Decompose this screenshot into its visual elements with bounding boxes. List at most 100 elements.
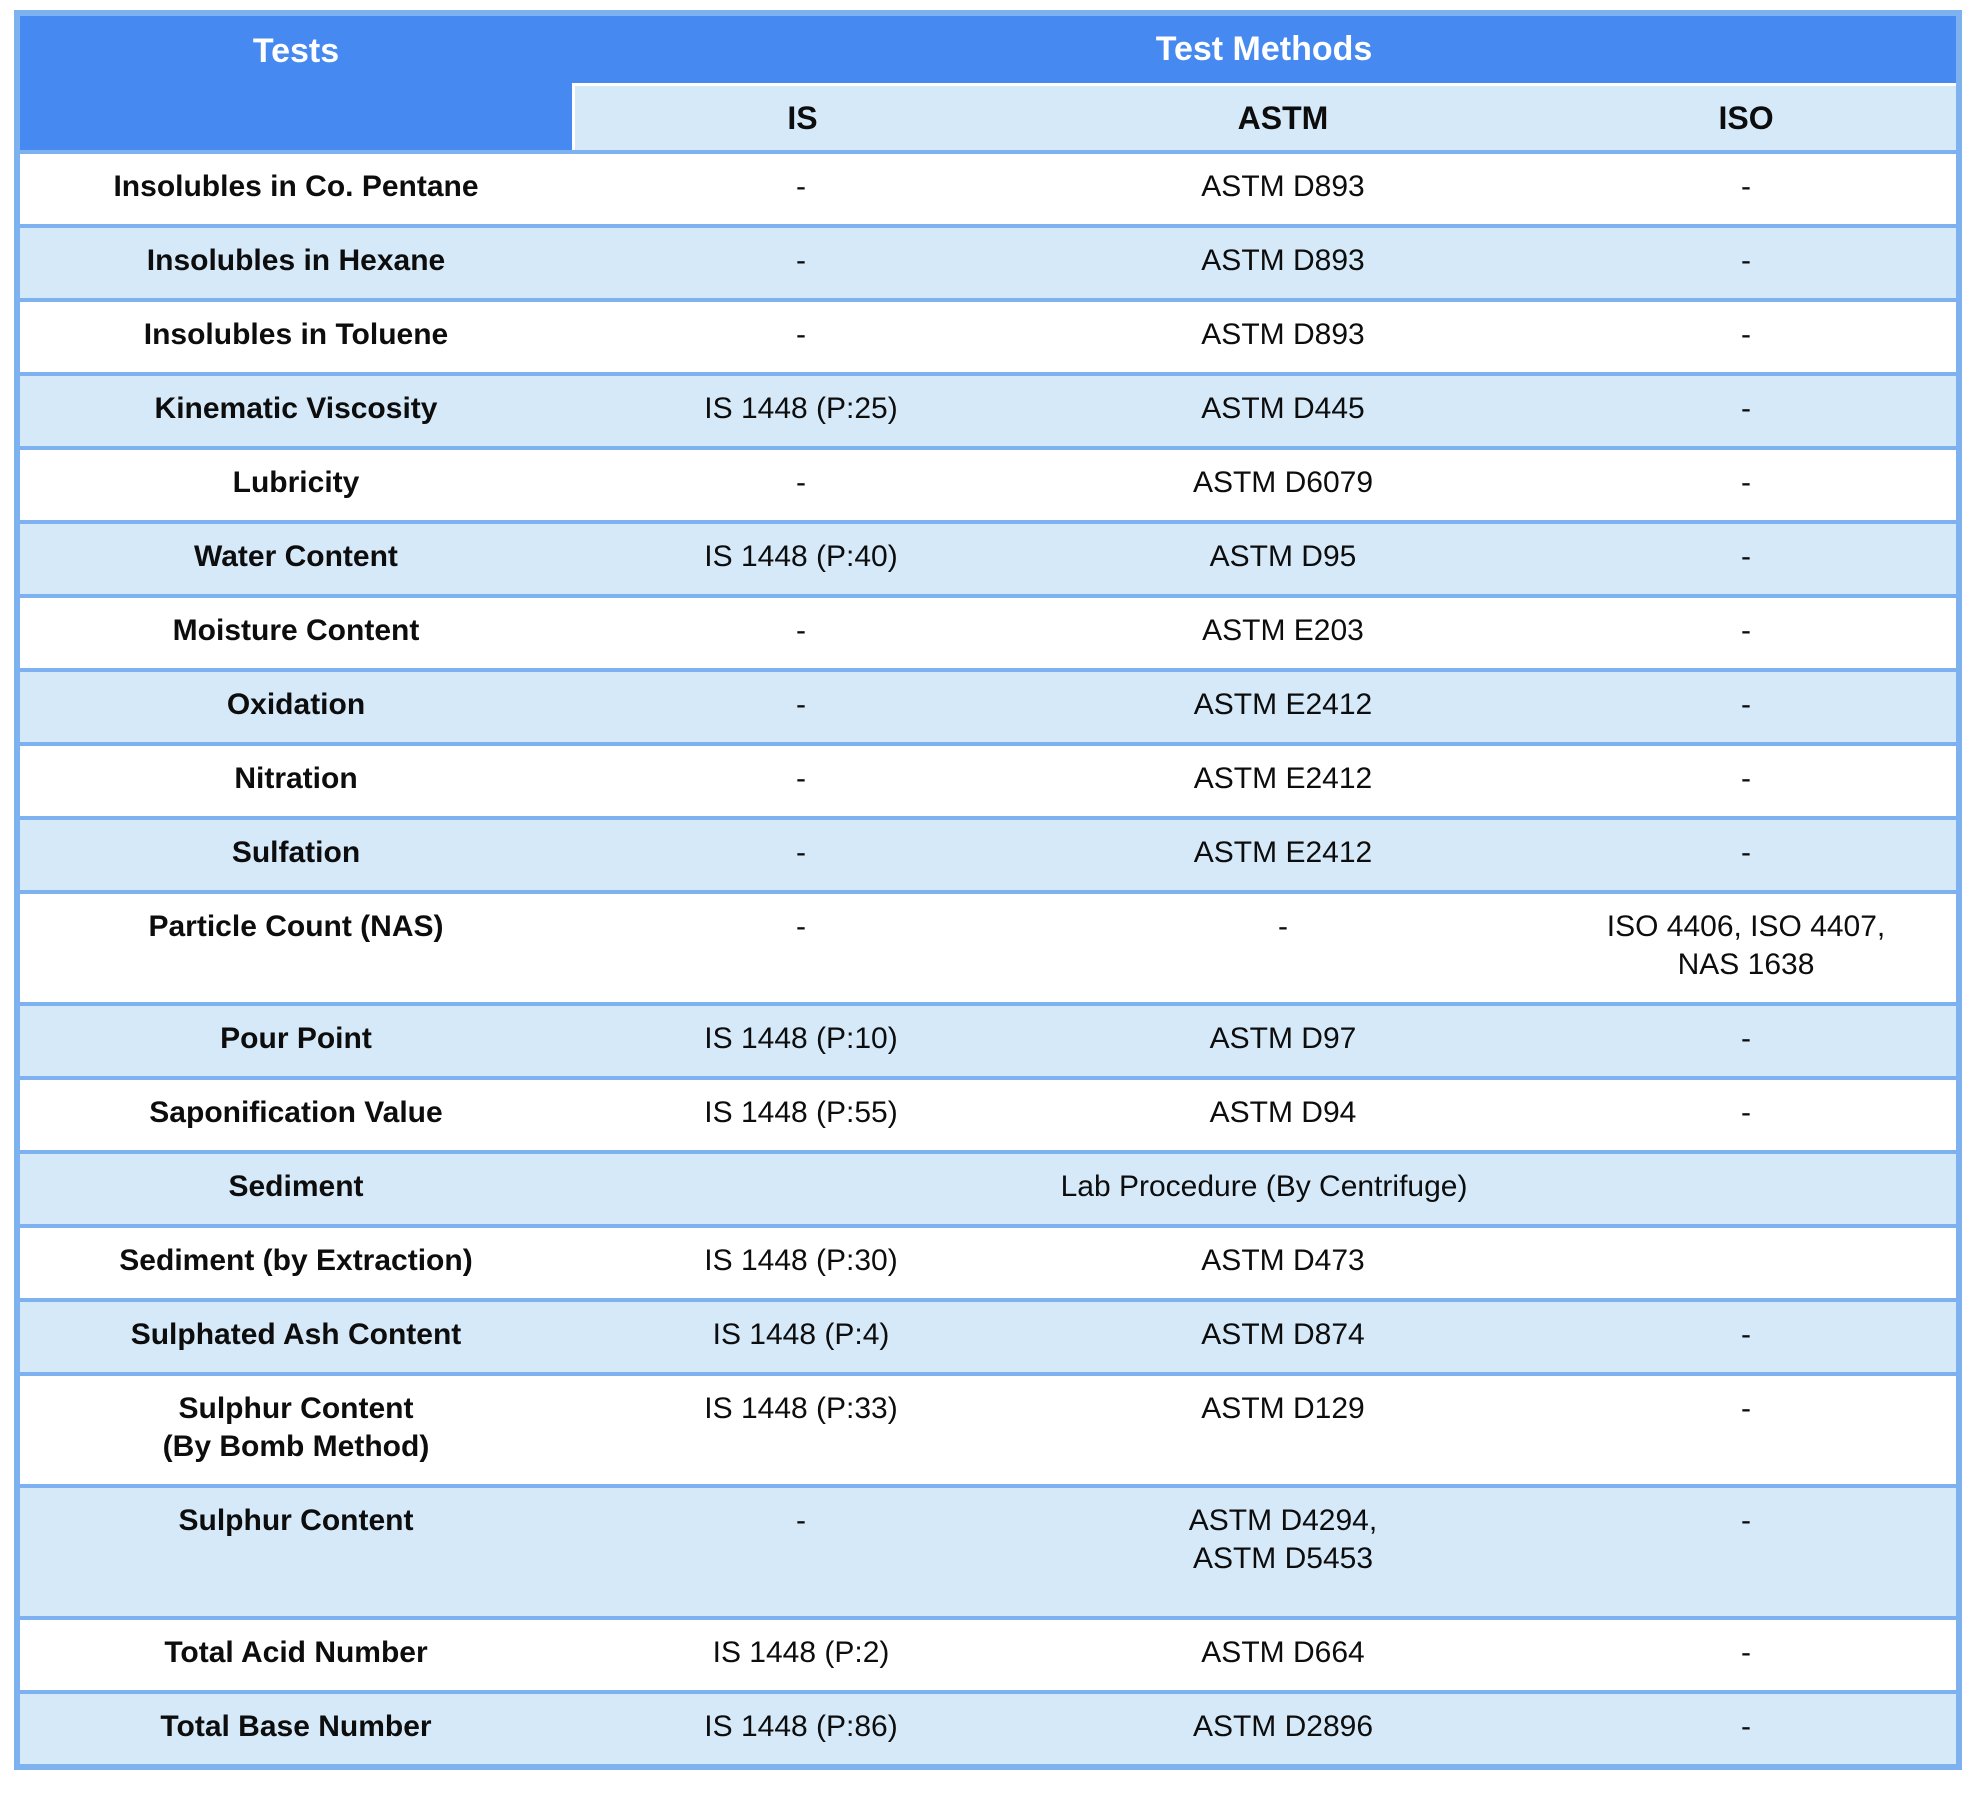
test-name-cell: Total Acid Number — [20, 1616, 572, 1690]
astm-method-cell: ASTM D874 — [1030, 1298, 1536, 1372]
iso-method-cell: - — [1536, 520, 1957, 594]
astm-method-cell: ASTM D893 — [1030, 224, 1536, 298]
table-row: Pour Point IS 1448 (P:10) ASTM D97 - — [20, 1002, 1957, 1076]
astm-method-cell: ASTM D4294, ASTM D5453 — [1030, 1484, 1536, 1616]
astm-method-cell: ASTM D97 — [1030, 1002, 1536, 1076]
astm-method-cell: ASTM D94 — [1030, 1076, 1536, 1150]
test-name-cell: Pour Point — [20, 1002, 572, 1076]
is-method-cell: IS 1448 (P:25) — [572, 372, 1030, 446]
table-row: Sulphur Content - ASTM D4294, ASTM D5453… — [20, 1484, 1957, 1616]
iso-method-cell: - — [1536, 1616, 1957, 1690]
astm-method-cell: ASTM D664 — [1030, 1616, 1536, 1690]
test-methods-table-frame: Tests Test Methods IS ASTM ISO Insoluble… — [14, 10, 1962, 1770]
table-row: Insolubles in Hexane - ASTM D893 - — [20, 224, 1957, 298]
test-name-cell: Total Base Number — [20, 1690, 572, 1764]
is-method-cell: IS 1448 (P:2) — [572, 1616, 1030, 1690]
iso-method-cell: - — [1536, 150, 1957, 224]
iso-column-header: ISO — [1536, 86, 1957, 150]
header-row-standards: IS ASTM ISO — [20, 86, 1957, 150]
test-methods-table: Tests Test Methods IS ASTM ISO Insoluble… — [20, 16, 1957, 1764]
astm-method-cell: ASTM D129 — [1030, 1372, 1536, 1484]
table-row: Sulphated Ash Content IS 1448 (P:4) ASTM… — [20, 1298, 1957, 1372]
table-row: Nitration - ASTM E2412 - — [20, 742, 1957, 816]
table-row: Insolubles in Co. Pentane - ASTM D893 - — [20, 150, 1957, 224]
table-row: Sediment (by Extraction) IS 1448 (P:30) … — [20, 1224, 1957, 1298]
iso-method-cell: - — [1536, 816, 1957, 890]
is-method-cell: - — [572, 446, 1030, 520]
iso-method-cell: - — [1536, 594, 1957, 668]
table-row: Moisture Content - ASTM E203 - — [20, 594, 1957, 668]
is-method-cell: - — [572, 298, 1030, 372]
header-row-groups: Tests Test Methods — [20, 16, 1957, 150]
table-row: Total Base Number IS 1448 (P:86) ASTM D2… — [20, 1690, 1957, 1764]
astm-method-cell: ASTM D893 — [1030, 150, 1536, 224]
is-method-cell: IS 1448 (P:10) — [572, 1002, 1030, 1076]
is-method-cell: IS 1448 (P:4) — [572, 1298, 1030, 1372]
astm-method-cell: ASTM E2412 — [1030, 668, 1536, 742]
test-name-cell: Sulphur Content — [20, 1484, 572, 1616]
astm-method-cell: ASTM E203 — [1030, 594, 1536, 668]
iso-method-cell: - — [1536, 1002, 1957, 1076]
iso-method-cell: - — [1536, 668, 1957, 742]
table-row-sediment-merged: Sediment Lab Procedure (By Centrifuge) — [20, 1150, 1957, 1224]
is-method-cell: - — [572, 742, 1030, 816]
tests-column-header: Tests — [20, 16, 572, 150]
test-name-cell: Insolubles in Co. Pentane — [20, 150, 572, 224]
table-row: Insolubles in Toluene - ASTM D893 - — [20, 298, 1957, 372]
test-name-cell: Oxidation — [20, 668, 572, 742]
test-name-cell: Water Content — [20, 520, 572, 594]
astm-method-cell: ASTM D2896 — [1030, 1690, 1536, 1764]
test-name-cell: Insolubles in Hexane — [20, 224, 572, 298]
test-name-cell: Sediment (by Extraction) — [20, 1224, 572, 1298]
iso-method-cell — [1536, 1224, 1957, 1298]
is-method-cell: IS 1448 (P:30) — [572, 1224, 1030, 1298]
astm-method-cell: ASTM D473 — [1030, 1224, 1536, 1298]
test-name-cell: Sediment — [20, 1150, 572, 1224]
table-row: Water Content IS 1448 (P:40) ASTM D95 - — [20, 520, 1957, 594]
test-name-cell: Particle Count (NAS) — [20, 890, 572, 1002]
astm-method-cell: ASTM D893 — [1030, 298, 1536, 372]
astm-method-cell: ASTM D6079 — [1030, 446, 1536, 520]
astm-method-cell: ASTM E2412 — [1030, 742, 1536, 816]
is-method-cell: - — [572, 890, 1030, 1002]
is-method-cell: - — [572, 668, 1030, 742]
is-method-cell: - — [572, 594, 1030, 668]
test-name-cell: Sulfation — [20, 816, 572, 890]
astm-method-cell: ASTM E2412 — [1030, 816, 1536, 890]
test-name-cell: Kinematic Viscosity — [20, 372, 572, 446]
iso-method-cell: - — [1536, 1372, 1957, 1484]
is-method-cell: IS 1448 (P:33) — [572, 1372, 1030, 1484]
table-row: Particle Count (NAS) - - ISO 4406, ISO 4… — [20, 890, 1957, 1002]
astm-method-cell: ASTM D95 — [1030, 520, 1536, 594]
table-row: Lubricity - ASTM D6079 - — [20, 446, 1957, 520]
merged-method-cell: Lab Procedure (By Centrifuge) — [572, 1150, 1957, 1224]
iso-method-cell: - — [1536, 742, 1957, 816]
table-row: Oxidation - ASTM E2412 - — [20, 668, 1957, 742]
test-methods-group-header: Test Methods — [572, 16, 1957, 86]
astm-method-cell: - — [1030, 890, 1536, 1002]
is-method-cell: - — [572, 224, 1030, 298]
iso-method-cell: - — [1536, 1076, 1957, 1150]
test-name-cell: Nitration — [20, 742, 572, 816]
test-name-cell: Insolubles in Toluene — [20, 298, 572, 372]
is-method-cell: - — [572, 1484, 1030, 1616]
is-method-cell: IS 1448 (P:86) — [572, 1690, 1030, 1764]
test-name-cell: Lubricity — [20, 446, 572, 520]
iso-method-cell: ISO 4406, ISO 4407, NAS 1638 — [1536, 890, 1957, 1002]
table-row: Sulfation - ASTM E2412 - — [20, 816, 1957, 890]
astm-column-header: ASTM — [1030, 86, 1536, 150]
iso-method-cell: - — [1536, 1298, 1957, 1372]
iso-method-cell: - — [1536, 298, 1957, 372]
is-method-cell: - — [572, 150, 1030, 224]
table-row: Sulphur Content (By Bomb Method) IS 1448… — [20, 1372, 1957, 1484]
table-row: Total Acid Number IS 1448 (P:2) ASTM D66… — [20, 1616, 1957, 1690]
is-method-cell: IS 1448 (P:55) — [572, 1076, 1030, 1150]
test-name-cell: Sulphated Ash Content — [20, 1298, 572, 1372]
is-method-cell: - — [572, 816, 1030, 890]
iso-method-cell: - — [1536, 372, 1957, 446]
is-column-header: IS — [572, 86, 1030, 150]
astm-method-cell: ASTM D445 — [1030, 372, 1536, 446]
iso-method-cell: - — [1536, 1484, 1957, 1616]
iso-method-cell: - — [1536, 1690, 1957, 1764]
test-name-cell: Sulphur Content (By Bomb Method) — [20, 1372, 572, 1484]
